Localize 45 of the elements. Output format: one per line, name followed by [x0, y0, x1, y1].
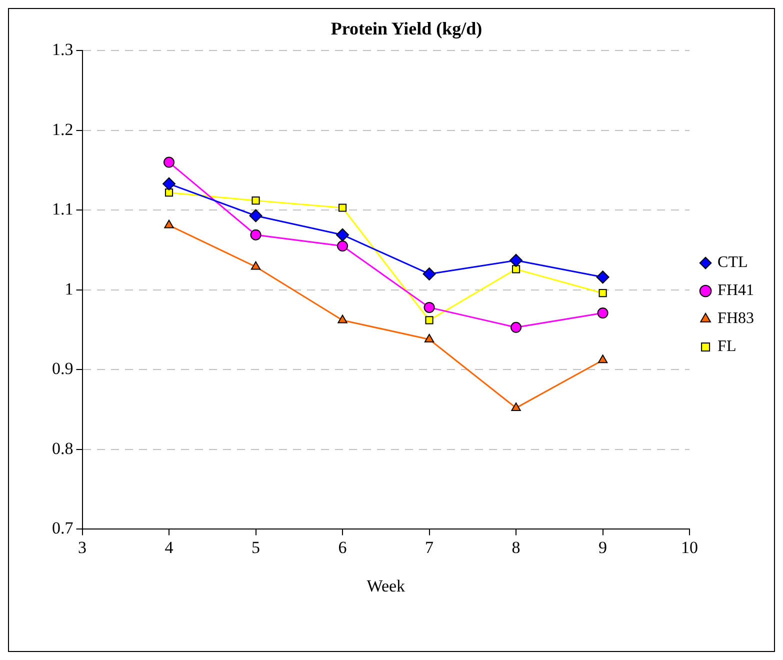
x-tick-label: 6 [338, 538, 347, 557]
legend-label: FH41 [718, 282, 754, 300]
y-tick-label: 0.9 [52, 359, 74, 378]
point [424, 302, 435, 313]
point [336, 228, 350, 242]
y-tick-label: 0.7 [52, 518, 74, 538]
point [511, 402, 521, 411]
y-tick-label: 0.8 [52, 438, 74, 458]
point [164, 220, 174, 228]
point [510, 322, 522, 333]
x-tick-label: 8 [512, 538, 520, 557]
point [337, 240, 348, 252]
point [164, 188, 174, 197]
chart-title: Protein Yield (kg/d) [330, 18, 482, 38]
x-tick-label: 10 [681, 538, 698, 557]
point [598, 354, 608, 364]
legend-label: CTL [718, 254, 748, 272]
point [249, 209, 262, 222]
x-tick-label: 5 [252, 538, 260, 557]
point [338, 314, 348, 324]
y-tick-label: 1.1 [52, 200, 74, 219]
point [512, 265, 520, 274]
point [424, 334, 434, 342]
point [422, 267, 436, 280]
x-tick-label: 7 [425, 538, 434, 557]
point [250, 261, 261, 270]
point [598, 289, 607, 298]
point [252, 196, 260, 205]
point [510, 254, 523, 267]
point [162, 177, 176, 190]
x-tick-label: 4 [164, 538, 174, 557]
y-tick-label: 1.2 [52, 120, 74, 139]
legend-label: FL [718, 338, 736, 356]
point [164, 156, 175, 168]
y-tick-label: 1 [64, 279, 74, 298]
y-tick-label: 1.3 [52, 40, 74, 60]
point [596, 270, 610, 284]
point [597, 308, 608, 319]
point [250, 229, 262, 240]
x-axis-title: Week [366, 576, 406, 596]
point [425, 316, 434, 324]
point [338, 204, 347, 212]
legend-label: FH83 [718, 310, 754, 328]
x-tick-label: 9 [598, 538, 608, 557]
x-tick-label: 3 [78, 538, 86, 557]
